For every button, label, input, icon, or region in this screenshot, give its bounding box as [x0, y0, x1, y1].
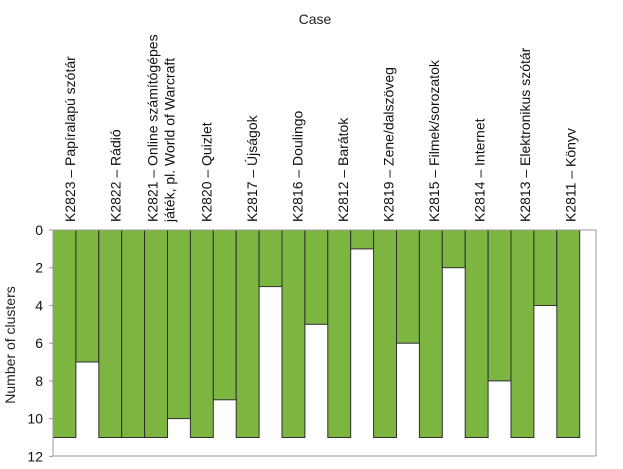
bar-K2821-5 — [167, 229, 191, 420]
bar-K2820-7 — [212, 229, 237, 401]
bar-K2811-22 — [556, 229, 581, 438]
bar-K2813-21 — [533, 229, 558, 306]
category-label: K2823 – Papíralapú szótár — [62, 56, 78, 222]
bar-K2812-12 — [327, 229, 352, 438]
bar-K2815-17 — [441, 229, 466, 269]
y-axis: 0 2 4 6 8 10 12 — [27, 222, 53, 464]
y-tick-label: 2 — [35, 260, 43, 276]
category-label: K2819 – Zene/dalszöveg — [381, 67, 397, 222]
category-label: K2812 – Barátok — [335, 117, 351, 222]
y-tick-label: 12 — [27, 448, 43, 464]
category-label: K2815 – Filmek/sorozatok — [426, 59, 442, 222]
chart-title: Case — [299, 11, 332, 27]
category-label: játék, pl. World of Warcraft — [162, 58, 178, 223]
bars — [52, 229, 581, 438]
bar-K2823-0 — [52, 229, 77, 438]
bar-K2822-2 — [98, 229, 123, 438]
plot-area-frame — [52, 229, 597, 457]
bar-K2819-15 — [396, 229, 420, 344]
bar-K2819-14 — [373, 229, 398, 438]
category-label: K2820 – Quizlet — [199, 122, 215, 222]
category-label: K2822 – Rádió — [108, 129, 124, 222]
y-tick-label: 4 — [35, 297, 43, 313]
bar-K2812-13 — [350, 229, 375, 250]
y-axis-label: Number of clusters — [2, 286, 18, 403]
category-label: K2814 – Internet — [472, 118, 488, 222]
category-label: K2817 – Újságok — [244, 114, 260, 222]
bar-K2821-4 — [144, 229, 169, 438]
bar-K2814-19 — [487, 229, 512, 382]
bar-K2815-16 — [418, 229, 443, 438]
bar-K2817-8 — [235, 229, 260, 438]
y-tick-label: 10 — [27, 411, 43, 427]
category-label: K2821 – Online számítógépes — [145, 34, 161, 222]
category-labels: K2823 – Papíralapú szótár K2822 – Rádió K2… — [62, 34, 579, 223]
bar-K2814-18 — [464, 229, 489, 438]
bar-K2813-20 — [510, 229, 535, 438]
bar-K2823-1 — [75, 229, 100, 363]
y-tick-label: 0 — [35, 222, 43, 238]
bar-K2820-6 — [189, 229, 214, 438]
bar-K2816-10 — [281, 229, 306, 438]
bar-K2816-11 — [304, 229, 329, 325]
y-tick-label: 8 — [35, 373, 43, 389]
category-label: K2816 – Doulingo — [290, 110, 306, 222]
y-tick-label: 6 — [35, 335, 43, 351]
bar-K2822-3 — [121, 229, 146, 438]
category-label: K2813 – Elektronikus szótár — [517, 47, 533, 222]
category-label: K2811 – Könyv — [563, 128, 579, 222]
bar-K2817-9 — [258, 229, 283, 288]
